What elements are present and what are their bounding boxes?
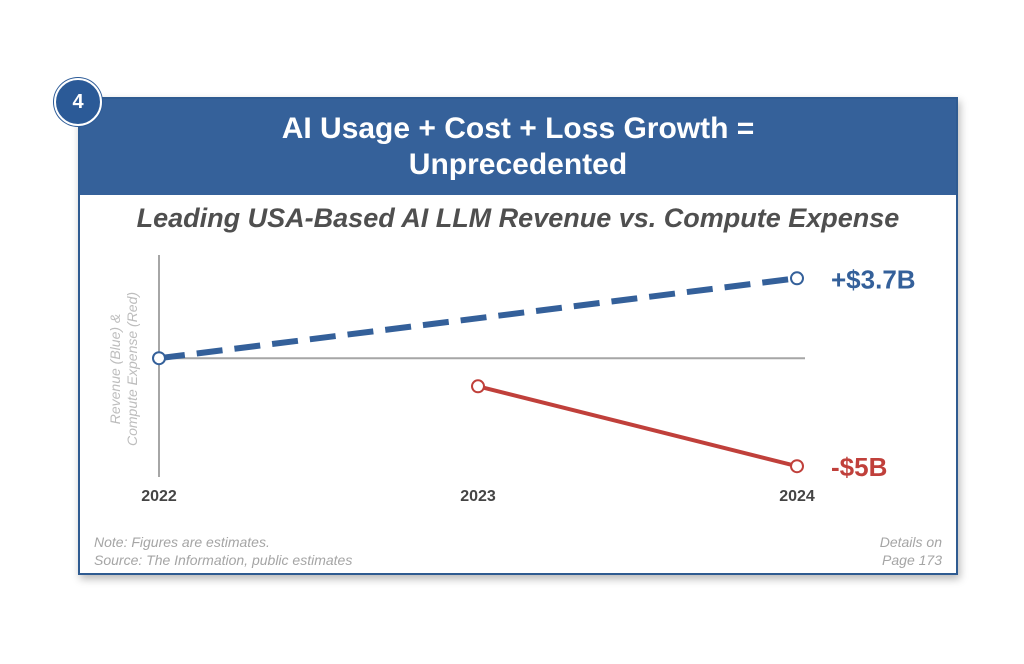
- details-reference: Details on Page 173: [880, 533, 942, 569]
- chart-card: AI Usage + Cost + Loss Growth = Unpreced…: [78, 97, 958, 575]
- slide-number-badge: 4: [54, 78, 102, 126]
- series-2-end-label: -$5B: [831, 452, 887, 482]
- note-line1: Note: Figures are estimates.: [94, 534, 270, 550]
- details-line2: Page 173: [882, 552, 942, 568]
- x-tick-label: 2024: [779, 488, 815, 505]
- series-2-point-1: [471, 379, 485, 394]
- series-1-point-1: [152, 351, 166, 366]
- series-1-point-2: [790, 271, 804, 286]
- y-axis-label-line2: Compute Expense (Red): [124, 292, 140, 446]
- series-line-1: [158, 275, 798, 362]
- header-title-line1: AI Usage + Cost + Loss Growth =: [281, 112, 755, 145]
- header-title-line2: Unprecedented: [408, 148, 628, 181]
- chart-note: Note: Figures are estimates. Source: The…: [94, 533, 352, 569]
- series-1-end-label: +$3.7B: [831, 264, 916, 294]
- series-line-2: [477, 384, 798, 469]
- details-line1: Details on: [879, 534, 942, 550]
- x-tick-label: 2023: [460, 488, 496, 505]
- x-tick-label: 2022: [141, 488, 177, 505]
- y-axis-label-line1: Revenue (Blue) &: [107, 314, 123, 425]
- series-2-point-2: [790, 459, 804, 474]
- chart-subtitle: Leading USA-Based AI LLM Revenue vs. Com…: [136, 203, 900, 233]
- x-axis-ticks: 2022 2023 2024: [141, 488, 815, 505]
- series-layer: +$3.7B -$5B: [152, 264, 916, 482]
- line-chart: Revenue (Blue) & Compute Expense (Red) 2…: [107, 255, 916, 505]
- source-line: Source: The Information, public estimate…: [94, 552, 353, 568]
- header-banner: AI Usage + Cost + Loss Growth = Unpreced…: [80, 99, 956, 195]
